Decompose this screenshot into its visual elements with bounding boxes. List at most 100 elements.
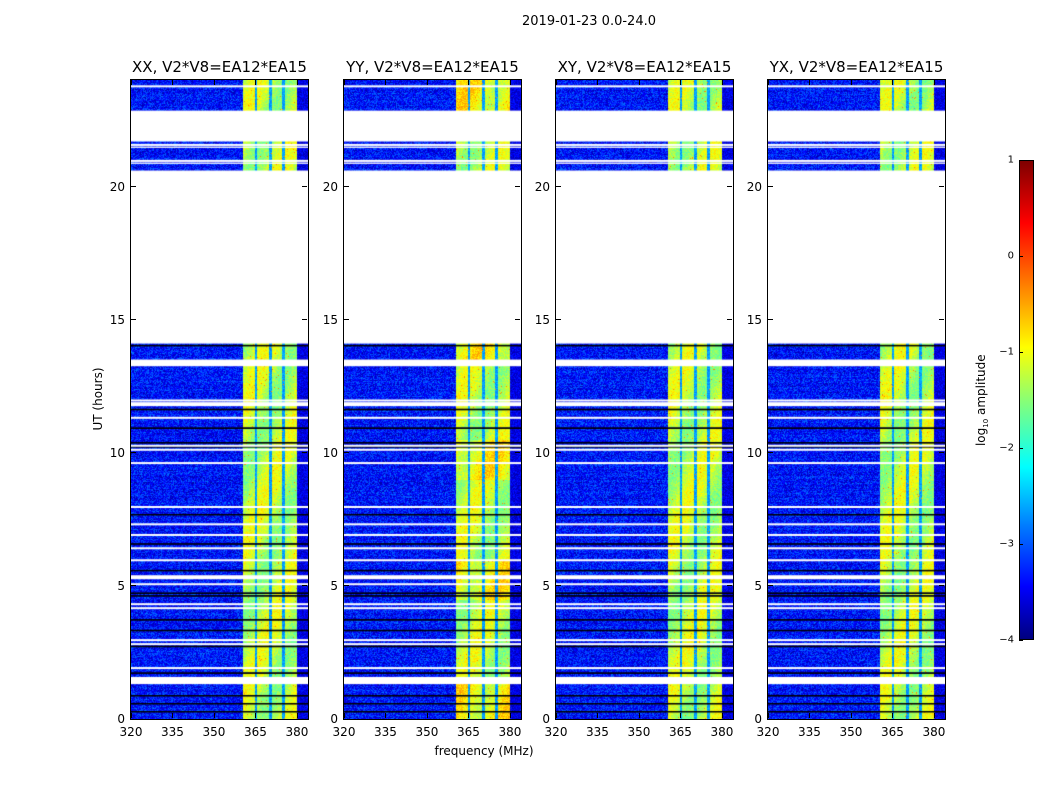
x-tick-mark [213, 80, 215, 85]
waterfall-heatmap [768, 80, 945, 719]
x-axis-label: frequency (MHz) [434, 744, 534, 758]
x-tick-label: 365 [669, 725, 692, 739]
y-tick-mark [939, 186, 944, 187]
y-tick-label: 0 [330, 712, 338, 726]
colorbar-tick-mark [1019, 352, 1023, 353]
panel-yx: YX, V2*V8=EA12*EA15 0 5 10 15 20 320 335 350 365 3… [747, 58, 946, 739]
y-tick-mark [727, 452, 732, 454]
x-tick-mark [131, 713, 132, 718]
y-tick-label: 15 [746, 312, 762, 327]
x-tick-mark [850, 713, 852, 718]
x-tick-mark [213, 713, 215, 718]
panel-xy: XY, V2*V8=EA12*EA15 0 5 10 15 20 320 335 350 365 3… [535, 58, 734, 739]
x-tick-mark [721, 80, 723, 85]
colorbar-tick-mark [1019, 160, 1023, 161]
colorbar-tick-mark [1019, 544, 1023, 545]
y-tick-mark [556, 718, 561, 720]
x-tick-mark [344, 80, 345, 85]
x-tick-label: 335 [798, 725, 821, 739]
x-tick-mark [255, 80, 257, 85]
y-tick-mark [727, 319, 732, 321]
y-tick-mark [768, 452, 773, 454]
x-tick-mark [426, 80, 428, 85]
x-tick-mark [509, 80, 511, 85]
y-tick-mark [131, 452, 136, 454]
y-tick-label: 5 [754, 578, 762, 593]
x-tick-label: 335 [586, 725, 609, 739]
y-tick-mark [515, 319, 520, 321]
x-tick-mark [597, 80, 599, 85]
x-tick-mark [255, 713, 257, 718]
colorbar-tick-label: −2 [999, 442, 1014, 454]
y-tick-mark [939, 452, 944, 454]
panel-title: XY, V2*V8=EA12*EA15 [557, 58, 732, 76]
x-tick-mark [426, 713, 428, 718]
x-tick-mark [809, 713, 811, 718]
y-tick-mark [556, 319, 561, 321]
y-tick-label: 5 [330, 578, 338, 593]
y-tick-label: 20 [534, 179, 550, 194]
y-tick-mark [344, 585, 349, 587]
y-tick-mark [515, 585, 520, 587]
colorbar-tick-mark [1019, 640, 1023, 641]
x-tick-mark [509, 713, 511, 718]
x-tick-label: 320 [544, 725, 568, 739]
colorbar [1019, 160, 1034, 640]
y-tick-mark [344, 718, 349, 720]
colorbar-tick-mark [1019, 448, 1023, 449]
x-tick-mark [638, 713, 640, 718]
x-tick-label: 380 [498, 725, 522, 739]
waterfall-heatmap [131, 80, 308, 719]
y-tick-label: 10 [534, 445, 550, 460]
x-tick-mark [172, 80, 174, 85]
x-tick-mark [131, 80, 132, 85]
y-tick-label: 15 [534, 312, 550, 327]
y-tick-mark [556, 186, 561, 187]
x-tick-label: 380 [285, 725, 309, 739]
y-tick-mark [515, 452, 520, 454]
y-tick-mark [344, 186, 349, 187]
x-tick-mark [892, 713, 894, 718]
x-tick-label: 350 [839, 725, 863, 739]
colorbar-label-text: amplitude [973, 354, 988, 419]
colorbar-tick-mark [1019, 256, 1023, 257]
x-tick-mark [768, 713, 769, 718]
y-tick-mark [556, 452, 561, 454]
x-tick-label: 380 [710, 725, 734, 739]
y-tick-mark [131, 718, 136, 720]
y-tick-label: 10 [109, 445, 125, 460]
y-tick-label: 0 [542, 712, 550, 726]
y-tick-label: 0 [754, 712, 762, 726]
x-tick-label: 380 [922, 725, 946, 739]
x-tick-label: 365 [244, 725, 267, 739]
y-tick-mark [344, 452, 349, 454]
x-tick-mark [850, 80, 852, 85]
y-tick-mark [556, 585, 561, 587]
colorbar-tick-label: −1 [999, 346, 1014, 358]
x-tick-label: 350 [415, 725, 439, 739]
y-tick-label: 15 [322, 312, 338, 327]
x-tick-mark [556, 80, 557, 85]
colorbar-tick-label: −3 [999, 538, 1014, 550]
y-tick-mark [768, 186, 773, 187]
colorbar-tick-label: 0 [1007, 250, 1014, 262]
y-tick-mark [939, 718, 944, 720]
y-tick-mark [131, 186, 136, 187]
y-tick-label: 20 [746, 179, 762, 194]
panel-title: YY, V2*V8=EA12*EA15 [346, 58, 519, 76]
x-tick-label: 350 [627, 725, 651, 739]
x-tick-mark [296, 80, 298, 85]
x-tick-mark [468, 713, 470, 718]
x-tick-label: 335 [161, 725, 184, 739]
y-tick-label: 20 [109, 179, 125, 194]
x-tick-mark [556, 713, 557, 718]
y-tick-mark [768, 585, 773, 587]
x-tick-mark [638, 80, 640, 85]
y-tick-label: 15 [109, 312, 125, 327]
x-tick-mark [385, 713, 387, 718]
waterfall-heatmap [344, 80, 521, 719]
x-tick-mark [680, 80, 682, 85]
y-tick-mark [727, 186, 732, 187]
colorbar-label: log10 amplitude [974, 340, 990, 460]
y-tick-label: 5 [117, 578, 125, 593]
